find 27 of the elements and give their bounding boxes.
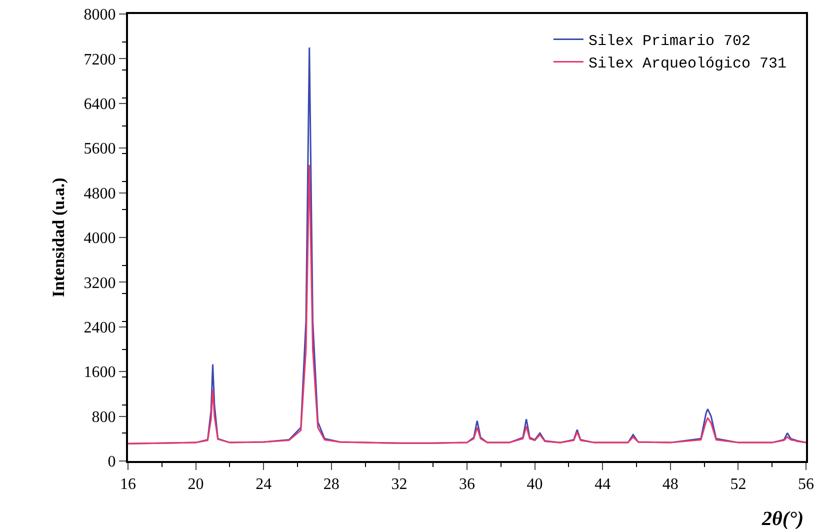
x-tick-label: 44: [594, 476, 611, 494]
legend-label: Silex Primario 702: [588, 33, 750, 50]
y-tick-label: 5600: [84, 140, 116, 158]
y-tick-label: 6400: [84, 96, 116, 113]
y-tick-label: 2400: [84, 320, 116, 336]
x-axis-title: 2θ(°): [761, 508, 804, 529]
y-axis-title: Intensidad (u.a.): [48, 178, 68, 298]
y-tick-label: 3200: [84, 274, 116, 292]
x-tick-label: 48: [662, 476, 678, 494]
x-tick-label: 28: [323, 476, 340, 494]
line-series: [128, 164, 806, 444]
y-tick-label: 8000: [84, 6, 116, 24]
x-tick-label: 40: [526, 476, 543, 494]
y-tick-label: 4000: [84, 230, 116, 248]
x-tick-label: 32: [391, 476, 408, 494]
y-tick-label: 4800: [84, 185, 116, 202]
y-tick-label: 0: [108, 454, 116, 471]
y-tick-label: 1600: [84, 364, 116, 382]
x-tick-label: 24: [256, 476, 272, 494]
y-tick-label: 800: [92, 408, 116, 426]
y-tick-label: 7200: [84, 51, 116, 68]
x-tick-label: 52: [730, 476, 746, 494]
x-tick-label: 36: [459, 476, 475, 494]
x-tick-label: 16: [120, 476, 136, 494]
x-tick-label: 20: [188, 476, 204, 494]
x-tick-label: 56: [798, 476, 814, 494]
legend-label: Silex Arqueológico 731: [588, 56, 786, 73]
